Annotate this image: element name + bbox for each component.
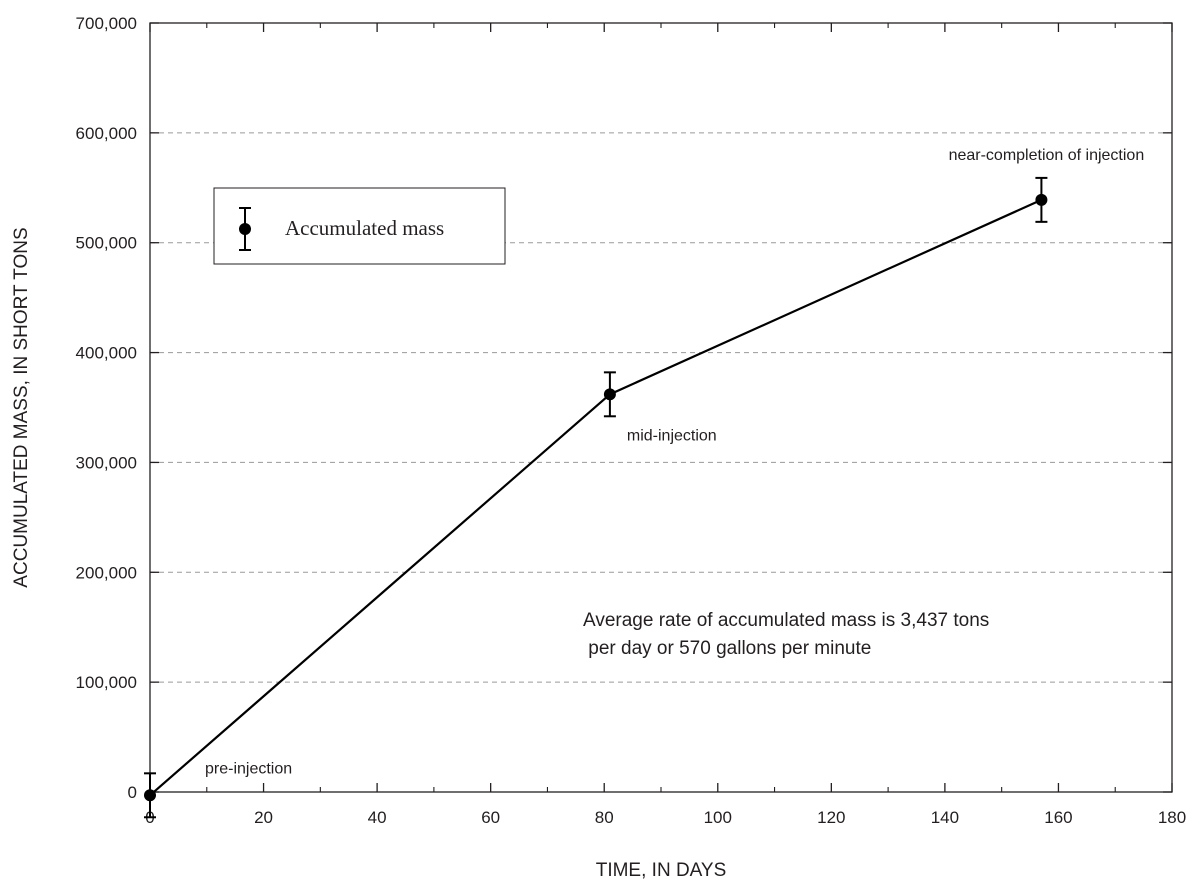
x-tick-label: 100 xyxy=(704,808,732,827)
y-tick-label: 0 xyxy=(128,783,137,802)
x-tick-label: 80 xyxy=(595,808,614,827)
axis-ticks xyxy=(149,22,1173,793)
point-label-pre-injection: pre-injection xyxy=(205,760,292,777)
legend-marker-errorbar xyxy=(239,207,251,251)
y-tick-label: 100,000 xyxy=(76,673,137,692)
point-label-mid-injection: mid-injection xyxy=(627,427,717,444)
y-tick-label: 400,000 xyxy=(76,344,137,363)
x-axis-title: TIME, IN DAYS xyxy=(596,860,727,881)
y-tick-labels: 0 100,000 200,000 300,000 400,000 500,000 600,… xyxy=(76,14,137,802)
series-accumulated-mass xyxy=(144,176,1048,819)
series-line xyxy=(149,198,1042,797)
y-tick-label: 500,000 xyxy=(76,234,137,253)
x-tick-label: 140 xyxy=(931,808,959,827)
data-point xyxy=(603,388,616,401)
x-tick-label: 40 xyxy=(368,808,387,827)
y-tick-label: 200,000 xyxy=(76,563,137,582)
y-tick-label: 700,000 xyxy=(76,14,137,33)
y-tick-label: 300,000 xyxy=(76,453,137,472)
x-tick-label: 160 xyxy=(1044,808,1072,827)
x-tick-label: 20 xyxy=(254,808,273,827)
x-tick-labels: 020406080100120140160180 xyxy=(145,808,1186,827)
rate-annotation-line-1: Average rate of accumulated mass is 3,43… xyxy=(583,610,989,631)
legend-marker xyxy=(239,223,251,235)
plot-frame xyxy=(149,22,1173,793)
data-point xyxy=(144,789,156,802)
legend: Accumulated mass xyxy=(213,187,506,265)
x-tick-label: 180 xyxy=(1158,808,1186,827)
legend-box xyxy=(213,187,506,265)
y-tick-label: 600,000 xyxy=(76,124,137,143)
x-tick-label: 120 xyxy=(817,808,845,827)
data-point xyxy=(1035,193,1048,206)
x-tick-label: 60 xyxy=(481,808,500,827)
y-axis-title: ACCUMULATED MASS, IN SHORT TONS xyxy=(11,227,32,587)
point-label-near-completion: near-completion of injection xyxy=(949,147,1145,164)
rate-annotation-line-2: per day or 570 gallons per minute xyxy=(583,638,871,659)
legend-label: Accumulated mass xyxy=(285,216,444,240)
